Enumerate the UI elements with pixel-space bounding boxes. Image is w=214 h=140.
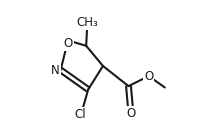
Text: O: O	[63, 37, 73, 50]
Text: N: N	[51, 64, 60, 76]
Text: CH₃: CH₃	[77, 16, 98, 29]
Text: O: O	[126, 107, 136, 120]
Text: O: O	[144, 70, 153, 83]
Text: Cl: Cl	[74, 108, 86, 121]
